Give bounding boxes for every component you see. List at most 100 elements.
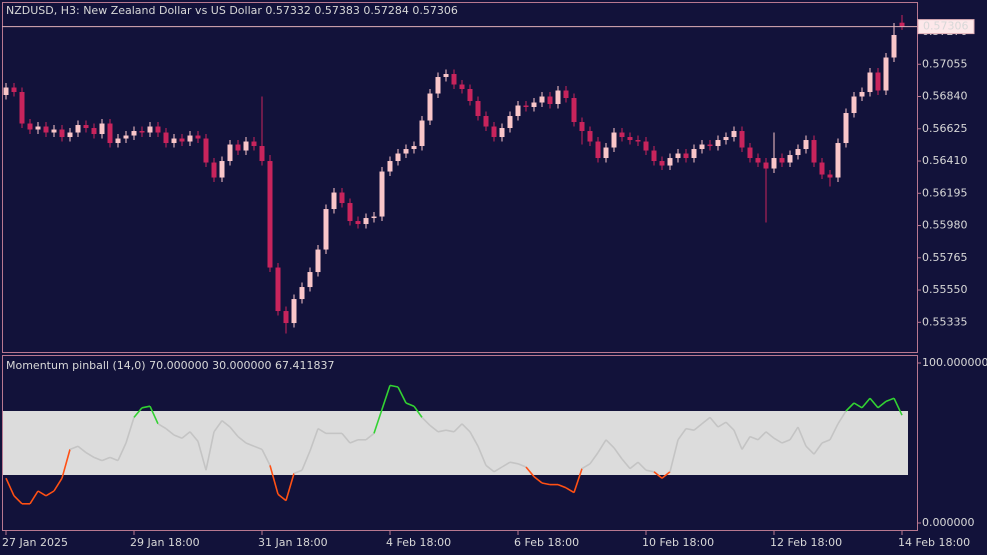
x-tick-label: 14 Feb 18:00 (898, 536, 970, 549)
x-tick-label: 31 Jan 18:00 (258, 536, 328, 549)
indicator-segment (557, 483, 567, 489)
indicator-segment (413, 405, 423, 418)
indicator-segment (701, 416, 711, 425)
indicator-segment (829, 423, 839, 441)
indicator-segment (165, 427, 175, 436)
indicator-segment (861, 397, 871, 409)
y-tick-label: 100.000000 (922, 356, 987, 369)
candle-body (843, 113, 849, 144)
indicator-segment (45, 490, 55, 497)
candle-body (259, 146, 265, 162)
y-tick-label: 0.55765 (922, 251, 968, 264)
indicator-segment (373, 409, 383, 434)
indicator-segment (709, 416, 719, 428)
candle-body (851, 96, 857, 114)
candle-body (35, 126, 41, 130)
candle-body (195, 135, 201, 139)
indicator-segment (741, 436, 751, 450)
candle-body (251, 141, 257, 147)
candle-body (107, 123, 113, 144)
candle-body (11, 87, 17, 93)
indicator-segment (501, 461, 511, 468)
candle-body (403, 149, 409, 154)
candle-body (227, 144, 233, 162)
indicator-segment (389, 384, 399, 388)
candle-body (435, 77, 441, 94)
indicator-segment (37, 490, 47, 497)
indicator-segment (757, 431, 767, 441)
indicator-segment (613, 447, 623, 460)
indicator-segment (221, 419, 231, 428)
indicator-segment (53, 477, 63, 492)
indicator-segment (661, 471, 671, 479)
candle-body (411, 146, 417, 150)
candle-body (139, 131, 145, 133)
indicator-segment (365, 432, 375, 441)
candle-body (619, 132, 625, 138)
candle-body (587, 131, 593, 142)
candle-body (83, 125, 89, 129)
x-tick-label: 6 Feb 18:00 (514, 536, 579, 549)
indicator-segment (597, 439, 607, 454)
candle-body (667, 158, 673, 166)
indicator-segment (213, 420, 223, 433)
candle-body (755, 158, 761, 163)
indicator-segment (797, 426, 807, 447)
indicator-segment (277, 493, 287, 502)
candle-body (275, 267, 281, 312)
indicator-segment (541, 482, 551, 486)
candle-body (723, 137, 729, 141)
indicator-segment (637, 461, 647, 471)
candle-body (443, 74, 449, 78)
candle-body (675, 153, 681, 159)
candle-body (75, 125, 81, 133)
last-price-label: 0.57306 (923, 20, 969, 33)
indicator-segment (229, 426, 239, 438)
candle-body (891, 35, 897, 58)
candle-body (531, 102, 537, 108)
indicator-segment (397, 386, 407, 404)
indicator-segment (285, 473, 295, 501)
indicator-segment (341, 432, 351, 444)
candle-body (179, 138, 185, 142)
indicator-segment (29, 490, 39, 505)
x-tick-label: 4 Feb 18:00 (386, 536, 451, 549)
indicator-segment (893, 397, 903, 416)
x-tick-label: 29 Jan 18:00 (130, 536, 200, 549)
candle-body (451, 74, 457, 85)
indicator-segment (437, 429, 447, 433)
candle-body (163, 132, 169, 144)
indicator-segment (725, 421, 735, 431)
indicator-segment (109, 456, 119, 462)
candle-body (91, 128, 97, 135)
indicator-segment (821, 439, 831, 444)
indicator-segment (317, 427, 327, 435)
indicator-segment (837, 410, 847, 425)
candle-body (347, 203, 353, 222)
candle-body (67, 132, 73, 138)
indicator-segment (197, 441, 207, 471)
y-tick-label: 0.56625 (922, 122, 968, 135)
candle-body (3, 87, 9, 96)
indicator-segment (493, 466, 503, 473)
indicator-segment (77, 445, 87, 454)
candle-body (171, 138, 177, 144)
candle-body (371, 216, 377, 219)
candle-body (867, 72, 873, 93)
candle-body (571, 98, 577, 123)
candle-body (747, 147, 753, 159)
indicator-segment (301, 450, 311, 471)
indicator-segment (181, 431, 191, 439)
indicator-segment (565, 487, 575, 494)
indicator-segment (381, 385, 391, 410)
candle-body (339, 192, 345, 204)
indicator-segment (581, 463, 591, 470)
candle-body (267, 161, 273, 268)
indicator-segment (309, 428, 319, 452)
y-tick-label: 0.56195 (922, 186, 968, 199)
indicator-segment (773, 437, 783, 444)
candle-body (795, 149, 801, 156)
candle-body (835, 143, 841, 178)
candle-body (819, 162, 825, 175)
